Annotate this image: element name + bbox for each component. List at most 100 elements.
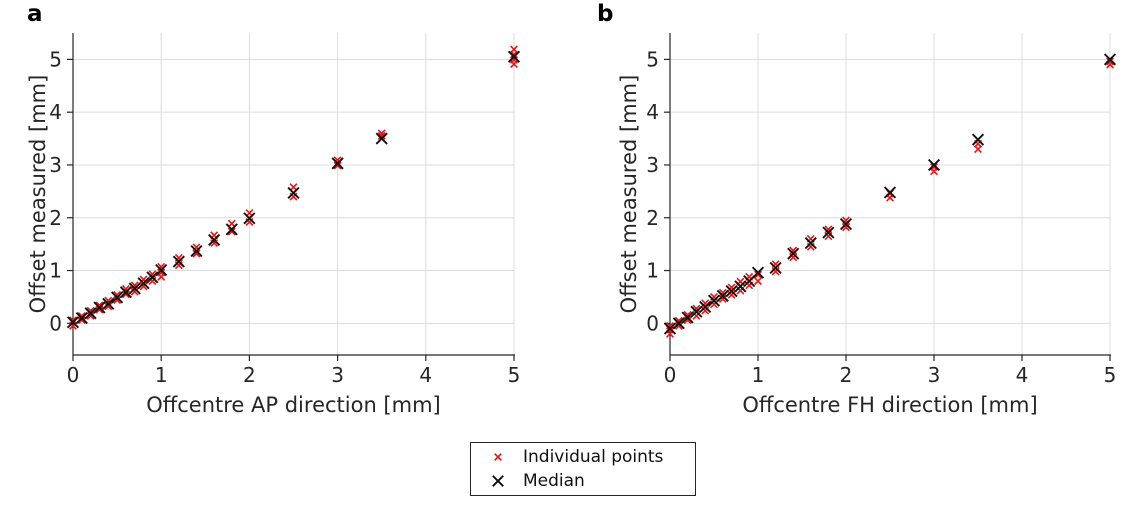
data-point-median [208,233,221,246]
y-tick-label: 5 [49,47,62,71]
data-point-median [734,280,747,293]
data-point-individual [139,282,148,291]
y-axis-title: Offset measured [mm] [26,75,50,314]
data-point-median [225,223,238,236]
data-point-individual [754,277,762,286]
y-tick-label: 3 [49,153,62,177]
individual-points-marker-icon [483,449,513,465]
data-point-median [725,285,738,298]
legend-label-individual-points: Individual points [523,447,664,467]
data-point-individual [1106,57,1114,66]
data-point-median [137,277,150,290]
panel-a-letter: a [27,1,43,27]
data-point-median [690,305,703,318]
x-tick-label: 5 [508,363,521,387]
data-point-individual [113,290,122,299]
median-marker-icon [483,472,513,490]
legend-row-median: Median [483,469,695,493]
data-point-individual [86,306,95,315]
data-point-median [331,157,344,170]
data-point-median [128,282,141,295]
scatter-plot-ap-direction: 0 1 2 3 4 5 0 1 2 3 4 5 Offcentre AP direction [mm] O… [26,33,521,417]
x-tick-label: 0 [67,363,80,387]
data-point-individual [121,285,130,293]
data-point-individual [210,239,219,248]
data-point-median [699,300,712,314]
data-point-median [822,226,835,239]
data-point-median [146,271,159,284]
data-point-median [672,317,685,330]
data-point-median [93,301,106,314]
legend-row-individual-points: Individual points [483,445,695,469]
panel-b-letter: b [597,1,614,27]
data-point-individual [930,163,938,172]
data-point-individual [104,296,113,305]
y-tick-label: 1 [646,259,659,283]
data-point-individual [130,281,139,290]
x-tick-label: 1 [155,363,168,387]
data-point-median [787,247,800,260]
legend: Individual points Median [470,442,696,496]
data-point-individual [754,270,762,279]
data-point-median [681,311,694,324]
data-point-individual [227,227,236,236]
x-tick-label: 1 [752,363,765,387]
y-tick-label: 1 [49,259,62,283]
data-point-median [927,158,941,172]
data-point-individual [666,322,674,330]
data-point-median [883,186,897,199]
data-point-individual [157,268,166,277]
y-tick-label: 2 [49,206,62,230]
data-point-individual [69,316,77,325]
data-point-individual [674,316,683,325]
data-point-individual [333,156,342,165]
y-tick-label: 2 [646,206,659,230]
data-point-individual [104,302,113,311]
x-tick-label: 2 [840,363,853,387]
data-point-individual [157,262,166,271]
data-point-median [155,263,168,277]
data-point-individual [148,270,157,279]
data-point-median [287,186,300,200]
data-point-individual [789,246,798,255]
data-point-individual [192,249,201,258]
data-point-median [172,255,185,268]
data-point-individual [510,45,518,54]
y-tick-label: 4 [646,100,659,124]
data-point-median [102,297,115,310]
data-point-individual [824,225,833,234]
data-point-individual [377,131,386,140]
x-tick-label: 5 [1104,363,1117,387]
data-point-median [66,316,80,329]
legend-label-median: Median [523,471,585,491]
data-point-median [839,218,853,231]
y-tick-label: 0 [49,311,62,335]
data-point-individual [95,301,104,310]
data-point-median [119,286,132,299]
data-point-median [75,311,88,325]
data-point-median [190,244,203,258]
x-tick-label: 2 [243,363,256,387]
y-axis-title: Offset measured [mm] [617,75,641,314]
y-tick-label: 5 [646,47,659,71]
x-tick-label: 3 [331,363,344,387]
y-tick-label: 4 [49,100,62,124]
data-point-median [707,294,721,307]
data-point-individual [683,310,692,319]
data-point-individual [130,287,139,296]
data-point-individual [718,288,727,297]
data-point-individual [718,295,727,304]
data-point-individual [842,223,850,232]
data-point-median [769,261,782,274]
data-point-median [111,291,124,304]
x-tick-label: 3 [928,363,941,387]
data-point-median [663,322,677,335]
data-point-median [507,50,521,63]
x-tick-label: 4 [1016,363,1029,387]
x-axis-title: Offcentre FH direction [mm] [742,393,1037,417]
scatter-plot-fh-direction: 0 1 2 3 4 5 0 1 2 3 4 5 Offcentre FH direction [mm] O… [617,33,1117,417]
data-point-median [716,289,729,302]
x-tick-label: 0 [664,363,677,387]
data-point-individual [77,311,86,320]
